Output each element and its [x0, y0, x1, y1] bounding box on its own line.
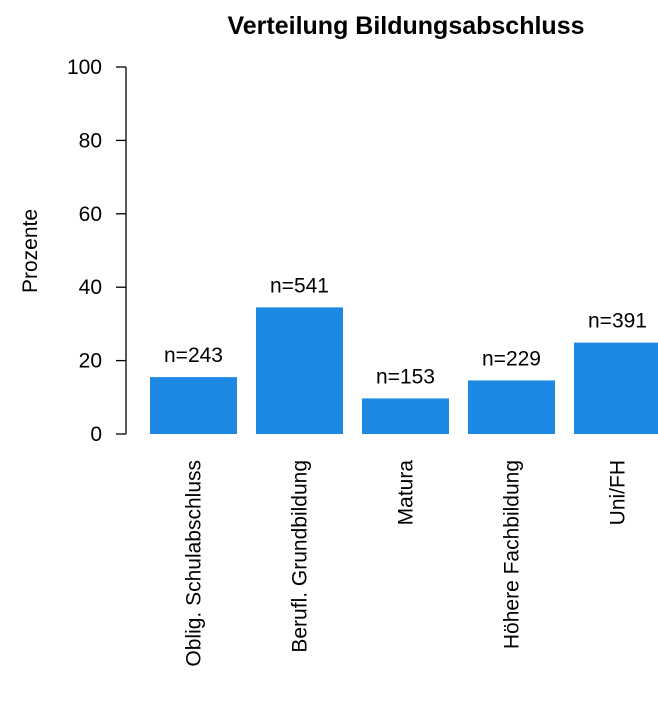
bar	[256, 307, 343, 434]
category-label: Uni/FH	[607, 460, 630, 525]
y-tick-label: 80	[79, 129, 102, 152]
chart-title: Verteilung Bildungsabschluss	[227, 12, 584, 40]
data-label: n=153	[376, 365, 435, 388]
category-label: Höhere Fachbildung	[501, 460, 524, 649]
bar	[468, 380, 555, 434]
data-labels-group: n=243 n=541 n=153 n=229 n=391	[164, 274, 647, 388]
y-tick-label: 40	[79, 276, 102, 299]
category-label: Berufl. Grundbildung	[289, 460, 312, 653]
data-label: n=229	[482, 347, 541, 370]
y-axis-label: Prozente	[19, 209, 42, 293]
y-axis: 0 20 40 60 80 100	[67, 56, 127, 446]
y-tick-label: 20	[79, 350, 102, 373]
data-label: n=391	[588, 310, 647, 333]
category-labels-group: Oblig. Schulabschluss Berufl. Grundbildun…	[183, 460, 630, 667]
data-label: n=541	[270, 274, 329, 297]
y-tick-label: 60	[79, 203, 102, 226]
bars-group	[150, 307, 658, 434]
category-label: Oblig. Schulabschluss	[183, 460, 206, 667]
y-tick-label: 100	[67, 56, 102, 79]
y-tick-label: 0	[90, 423, 102, 446]
bar	[150, 377, 237, 434]
bar	[362, 398, 449, 434]
bar	[574, 342, 658, 434]
data-label: n=243	[164, 344, 223, 367]
category-label: Matura	[395, 460, 418, 526]
